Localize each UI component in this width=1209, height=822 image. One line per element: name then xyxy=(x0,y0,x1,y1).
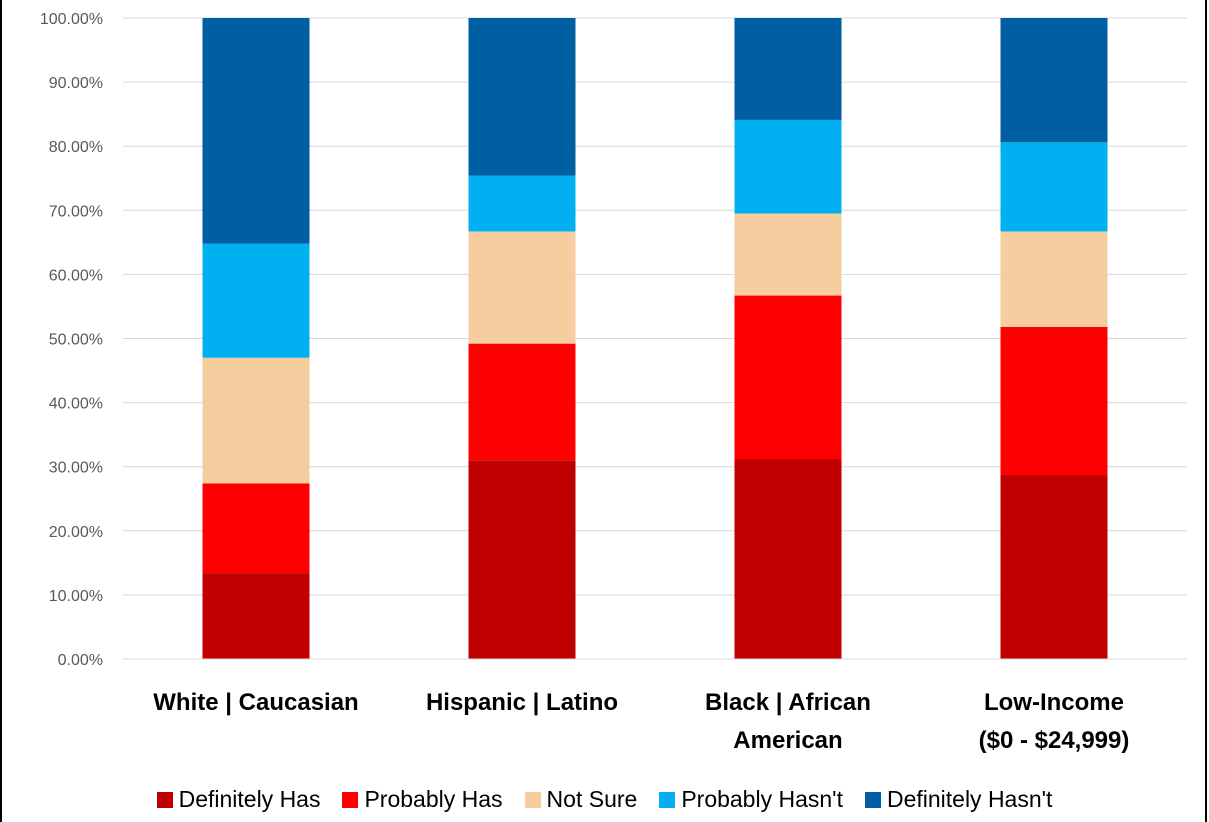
legend-swatch xyxy=(524,791,541,808)
y-tick-label: 60.00% xyxy=(49,267,103,284)
y-tick-label: 70.00% xyxy=(49,203,103,220)
legend-swatch xyxy=(864,791,881,808)
y-tick-label: 50.00% xyxy=(49,332,103,349)
bar-probably-has-1 xyxy=(202,483,310,574)
y-tick-label: 80.00% xyxy=(49,139,103,156)
bar-probably-has-2 xyxy=(468,343,576,461)
category-label: ($0 - $24,999) xyxy=(979,727,1130,754)
y-tick-label: 40.00% xyxy=(49,396,103,413)
legend-label: Definitely Has xyxy=(178,786,321,812)
bar-definitely-has-2 xyxy=(468,460,576,659)
y-tick-label: 20.00% xyxy=(49,524,103,541)
bar-not-sure-4 xyxy=(1000,231,1108,327)
legend-label: Not Sure xyxy=(546,786,638,812)
legend-label: Probably Hasn't xyxy=(681,786,843,812)
bar-definitely-has-1 xyxy=(202,573,310,659)
legend-swatch xyxy=(659,791,676,808)
y-tick-label: 30.00% xyxy=(49,460,103,477)
y-tick-label: 10.00% xyxy=(49,588,103,605)
bar-definitely-hasn-t-2 xyxy=(468,18,576,176)
category-label: Hispanic | Latino xyxy=(426,689,618,716)
legend-label: Probably Has xyxy=(364,786,503,812)
legend: Definitely Has Probably Has Not Sure Probab… xyxy=(0,786,1209,813)
bar-probably-hasn-t-3 xyxy=(734,119,842,214)
bar-probably-hasn-t-4 xyxy=(1000,142,1108,232)
stacked-bar-chart: 0.00% 10.00% 20.00% 30.00% 40.00% 50.00% 60.00… xyxy=(40,11,1187,754)
legend-swatch xyxy=(156,791,173,808)
bar-not-sure-2 xyxy=(468,231,576,344)
bar-probably-has-4 xyxy=(1000,326,1108,476)
category-label: White | Caucasian xyxy=(153,689,358,716)
bar-not-sure-1 xyxy=(202,357,310,484)
bar-definitely-has-3 xyxy=(734,459,842,659)
legend-label: Definitely Hasn't xyxy=(886,786,1053,812)
bar-definitely-hasn-t-4 xyxy=(1000,18,1108,143)
legend-item: Not Sure xyxy=(524,786,638,813)
legend-swatch xyxy=(342,791,359,808)
bar-not-sure-3 xyxy=(734,213,842,296)
y-axis: 0.00% 10.00% 20.00% 30.00% 40.00% 50.00% 60.00… xyxy=(40,11,103,669)
y-tick-label: 0.00% xyxy=(58,652,103,669)
bar-probably-hasn-t-2 xyxy=(468,175,576,232)
legend-item: Definitely Has xyxy=(156,786,321,813)
y-tick-label: 90.00% xyxy=(49,75,103,92)
y-tick-label: 100.00% xyxy=(40,11,103,28)
legend-item: Probably Hasn't xyxy=(659,786,843,813)
bar-definitely-has-4 xyxy=(1000,475,1108,659)
x-axis: White | Caucasian Hispanic | Latino Black … xyxy=(123,658,1187,754)
category-label: Low-Income xyxy=(984,689,1124,716)
bar-definitely-hasn-t-3 xyxy=(734,18,842,120)
bar-probably-hasn-t-1 xyxy=(202,243,310,358)
bar-probably-has-3 xyxy=(734,295,842,460)
category-label: Black | African xyxy=(705,689,871,716)
category-label: American xyxy=(733,727,842,754)
bars xyxy=(202,18,1108,659)
legend-item: Definitely Hasn't xyxy=(864,786,1053,813)
legend-item: Probably Has xyxy=(342,786,503,813)
bar-definitely-hasn-t-1 xyxy=(202,18,310,244)
